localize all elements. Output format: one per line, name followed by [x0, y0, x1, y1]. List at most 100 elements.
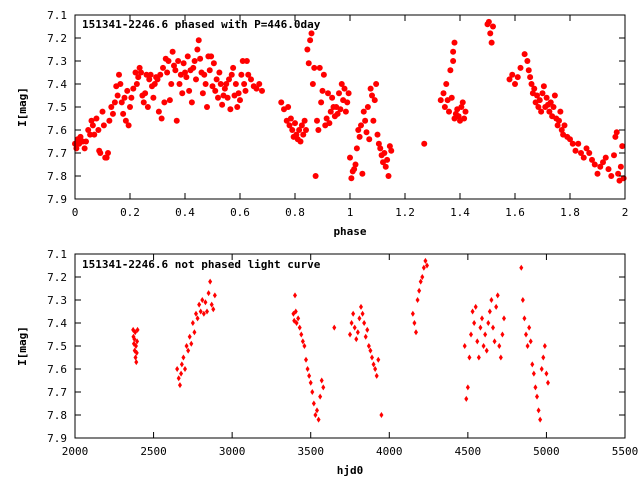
data-point — [169, 48, 176, 55]
data-point — [195, 37, 202, 44]
data-point — [133, 343, 138, 349]
data-point — [108, 104, 115, 110]
data-point — [487, 30, 494, 37]
data-point — [310, 389, 315, 395]
data-point — [540, 83, 547, 90]
data-point — [528, 81, 535, 87]
data-point — [134, 359, 139, 366]
data-point — [514, 74, 521, 81]
data-point — [105, 150, 111, 156]
data-point — [122, 117, 129, 124]
data-point — [519, 264, 524, 271]
data-point — [307, 37, 314, 44]
data-point — [168, 81, 175, 87]
data-point — [462, 108, 469, 115]
data-point — [512, 81, 518, 87]
data-point — [190, 320, 195, 326]
data-point — [300, 338, 305, 345]
data-point — [589, 156, 595, 163]
data-point — [357, 315, 362, 322]
data-point — [305, 366, 310, 372]
data-point — [188, 99, 195, 106]
data-point — [415, 297, 420, 303]
data-point — [195, 315, 200, 322]
data-point — [425, 262, 429, 269]
data-point — [286, 122, 293, 129]
data-point — [567, 136, 573, 143]
phased-x-tick-label: 2 — [622, 206, 629, 219]
data-point — [534, 92, 540, 99]
data-point — [215, 94, 221, 101]
data-point — [363, 129, 370, 136]
data-point — [289, 127, 296, 133]
data-point — [437, 97, 444, 104]
data-point — [373, 81, 380, 87]
data-point — [491, 324, 495, 331]
data-point — [348, 331, 352, 338]
data-point — [337, 106, 344, 113]
data-point — [176, 375, 181, 382]
data-point — [525, 67, 532, 74]
data-point — [527, 324, 532, 331]
unphased-x-tick-label: 5500 — [612, 445, 639, 458]
data-point — [450, 58, 457, 64]
data-point — [410, 310, 415, 317]
data-point — [342, 108, 349, 115]
data-point — [221, 85, 228, 92]
data-point — [531, 85, 538, 92]
phased-ticks-group: 0 0.2 0.4 0.6 0.8 1 1.2 1.4 1.6 1.8 2 7.1 7.2 7.3 7.4 7… — [47, 9, 628, 219]
data-point — [476, 354, 481, 361]
data-point — [114, 92, 121, 99]
data-point — [253, 85, 260, 92]
data-point — [127, 104, 133, 110]
data-point — [164, 69, 171, 76]
data-point — [140, 99, 147, 106]
data-point — [318, 99, 325, 106]
data-point — [116, 71, 122, 78]
data-point — [494, 303, 499, 310]
data-point — [200, 297, 205, 303]
data-point — [293, 308, 298, 315]
data-point — [183, 366, 187, 372]
data-point — [303, 127, 309, 133]
data-point — [143, 71, 150, 78]
data-point — [179, 370, 184, 377]
data-point — [539, 366, 544, 372]
data-point — [351, 310, 356, 317]
data-point — [154, 76, 161, 83]
data-point — [180, 60, 187, 67]
data-point — [132, 69, 139, 76]
data-point — [359, 170, 366, 177]
data-point — [447, 67, 454, 74]
data-point — [297, 138, 304, 145]
data-point — [157, 71, 164, 78]
data-point — [206, 290, 211, 297]
data-point — [492, 338, 497, 345]
data-point — [441, 104, 448, 110]
data-point — [77, 133, 84, 140]
unphased-x-tick-label: 3500 — [297, 445, 324, 458]
data-point — [142, 90, 149, 97]
data-point — [366, 343, 371, 349]
data-point — [360, 310, 365, 317]
data-point — [369, 92, 375, 99]
phased-points-group — [72, 18, 627, 184]
data-point — [334, 110, 341, 117]
data-point — [591, 161, 598, 168]
data-point — [414, 329, 418, 336]
data-point — [418, 278, 423, 285]
data-point — [554, 122, 561, 129]
data-point — [318, 393, 323, 400]
data-point — [227, 106, 234, 113]
data-point — [375, 140, 382, 147]
data-point — [91, 131, 98, 138]
data-point — [358, 122, 364, 129]
data-point — [353, 145, 360, 152]
unphased-y-tick-label: 7.9 — [47, 432, 67, 445]
data-point — [309, 81, 316, 87]
data-point — [147, 71, 154, 78]
data-point — [490, 23, 496, 30]
data-point — [370, 117, 377, 124]
data-point — [232, 81, 239, 87]
data-point — [352, 161, 359, 168]
